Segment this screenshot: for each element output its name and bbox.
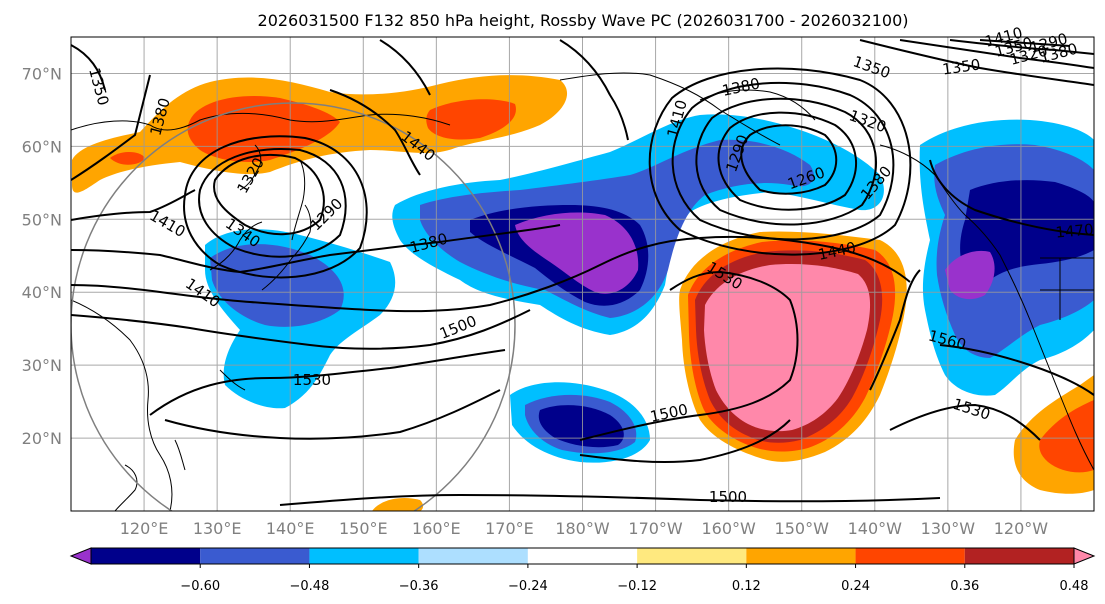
lon-tick-label: 150°W bbox=[775, 519, 830, 538]
chart-title: 2026031500 F132 850 hPa height, Rossby W… bbox=[258, 11, 909, 30]
colorbar-bin bbox=[637, 548, 747, 564]
lon-tick-label: 180°W bbox=[555, 519, 610, 538]
colorbar-bin bbox=[418, 548, 528, 564]
colorbar-tick-label: 0.36 bbox=[950, 579, 979, 594]
lon-tick-label: 120°E bbox=[120, 519, 169, 538]
lon-tick-label: 170°W bbox=[628, 519, 683, 538]
lat-tick-label: 30°N bbox=[22, 356, 62, 375]
lon-tick-labels: 120°E 130°E 140°E 150°E 160°E 170°E 180°W 170°W… bbox=[120, 519, 1049, 538]
lat-tick-label: 40°N bbox=[22, 283, 62, 302]
contour-label: 1500 bbox=[709, 488, 747, 506]
colorbar-bin bbox=[527, 548, 638, 564]
colorbar-bin bbox=[855, 548, 965, 564]
colorbar-tick-label: 0.24 bbox=[841, 579, 870, 594]
lon-tick-label: 130°E bbox=[193, 519, 242, 538]
lon-tick-label: 140°E bbox=[266, 519, 315, 538]
map-frame bbox=[70, 36, 1095, 512]
lon-tick-label: 130°W bbox=[921, 519, 976, 538]
lon-tick-label: 120°W bbox=[994, 519, 1049, 538]
cold-anomaly-subtropical bbox=[510, 382, 650, 463]
lon-tick-label: 140°W bbox=[848, 519, 903, 538]
warm-anomaly-central-pacific bbox=[679, 231, 907, 462]
colorbar-tick-label: −0.12 bbox=[617, 579, 657, 594]
colorbar-tick-label: 0.48 bbox=[1060, 579, 1089, 594]
colorbar: −0.60 −0.48 −0.36 −0.24 −0.12 0.12 0.24 0.36 0.4… bbox=[69, 547, 1096, 594]
colorbar-bin bbox=[746, 548, 856, 564]
warm-anomaly-mexico bbox=[372, 375, 1094, 511]
lat-tick-label: 60°N bbox=[22, 137, 62, 156]
colorbar-bin bbox=[309, 548, 419, 564]
lon-tick-label: 150°E bbox=[339, 519, 388, 538]
lat-tick-label: 50°N bbox=[22, 210, 62, 229]
colorbar-extend-low bbox=[69, 547, 92, 565]
cold-anomaly-west-coast bbox=[919, 119, 1094, 396]
cold-anomaly-dateline bbox=[392, 114, 884, 335]
colorbar-tick-label: 0.12 bbox=[732, 579, 761, 594]
colorbar-extend-high bbox=[1073, 547, 1096, 565]
contour-label: 1470 bbox=[1055, 220, 1095, 241]
colorbar-tick-label: −0.60 bbox=[180, 579, 220, 594]
lat-tick-label: 70°N bbox=[22, 64, 62, 83]
colorbar-bin bbox=[964, 548, 1074, 564]
contour-label: 1530 bbox=[293, 371, 331, 389]
map-content bbox=[71, 37, 1094, 511]
lon-tick-label: 170°E bbox=[485, 519, 534, 538]
colorbar-bin bbox=[91, 548, 201, 564]
colorbar-tick-label: −0.48 bbox=[290, 579, 330, 594]
lon-tick-label: 160°W bbox=[701, 519, 756, 538]
height-contours bbox=[71, 39, 1094, 506]
colorbar-tick-label: −0.24 bbox=[508, 579, 548, 594]
lat-tick-label: 20°N bbox=[22, 429, 62, 448]
lon-tick-label: 160°E bbox=[412, 519, 461, 538]
colorbar-tick-label: −0.36 bbox=[399, 579, 439, 594]
colorbar-bin bbox=[200, 548, 310, 564]
contour-label: 1350 bbox=[941, 55, 981, 78]
colorbar-outline bbox=[90, 547, 1075, 565]
reference-circle bbox=[71, 102, 516, 511]
lat-tick-labels: 20°N 30°N 40°N 50°N 60°N 70°N bbox=[22, 64, 62, 448]
